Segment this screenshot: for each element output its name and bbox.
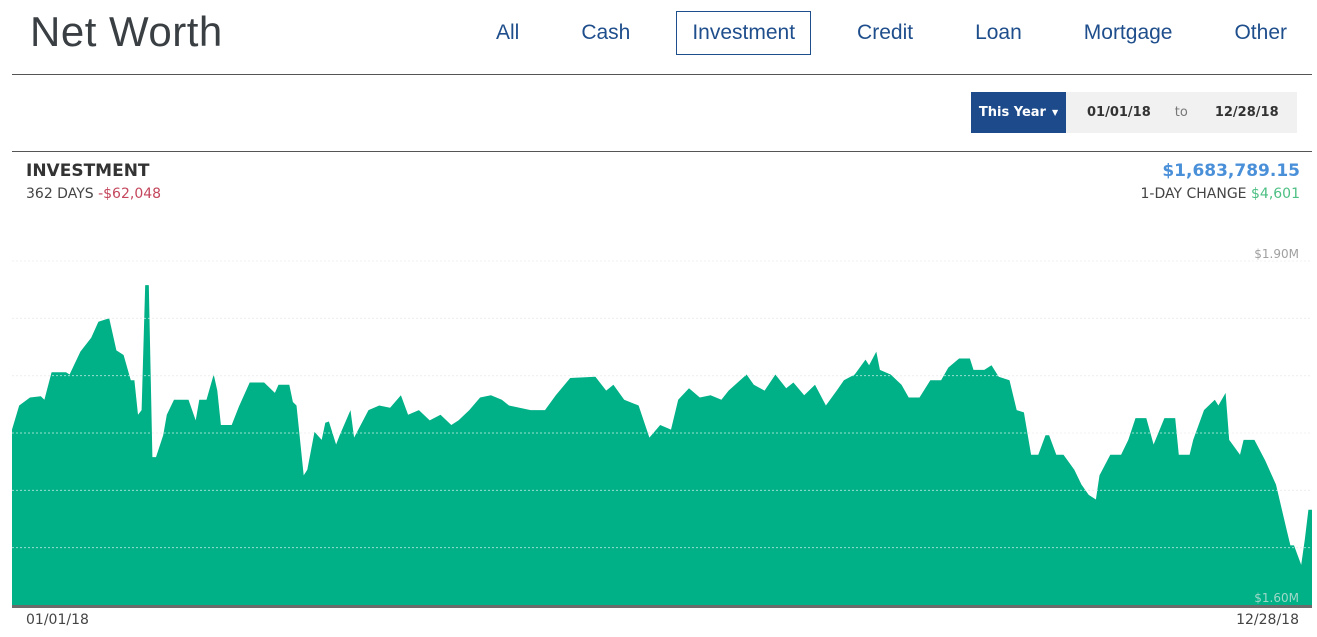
tab-investment[interactable]: Investment [676, 11, 812, 55]
x-tick-label-start: 01/01/18 [26, 612, 89, 628]
date-range-control: This Year ▼ 01/01/18 to 12/28/18 [971, 92, 1297, 133]
x-tick-label-end: 12/28/18 [1236, 612, 1299, 628]
tab-cash[interactable]: Cash [581, 21, 631, 44]
tab-mortgage[interactable]: Mortgage [1083, 21, 1173, 44]
days-label: 362 DAYS [26, 186, 94, 202]
page-title: Net Worth [30, 8, 223, 55]
day-change-summary: 1-DAY CHANGE $4,601 [1141, 186, 1301, 202]
total-value: $1,683,789.15 [1162, 161, 1300, 181]
range-preset-label: This Year [978, 105, 1046, 120]
section-divider [12, 151, 1312, 152]
header-divider [12, 74, 1312, 75]
y-tick-label: $1.90M [1254, 247, 1299, 261]
start-date-field[interactable]: 01/01/18 [1087, 105, 1151, 120]
series-area [12, 285, 1312, 605]
to-label: to [1174, 105, 1188, 120]
account-type-tabs: All Cash Investment Credit Loan Mortgage… [480, 10, 1303, 56]
tab-all[interactable]: All [496, 21, 520, 44]
end-date-field[interactable]: 12/28/18 [1214, 105, 1279, 120]
period-summary: 362 DAYS -$62,048 [26, 186, 161, 202]
day-change-value: $4,601 [1251, 186, 1300, 202]
tab-other[interactable]: Other [1234, 21, 1287, 44]
range-preset-dropdown[interactable]: This Year ▼ [971, 92, 1066, 133]
tab-loan[interactable]: Loan [975, 21, 1022, 44]
period-change: -$62,048 [98, 186, 162, 202]
date-fields: 01/01/18 to 12/28/18 [1066, 92, 1297, 133]
tab-credit[interactable]: Credit [857, 21, 914, 44]
day-change-label: 1-DAY CHANGE [1140, 186, 1247, 202]
caret-down-icon: ▼ [1051, 108, 1059, 117]
y-tick-label: $1.60M [1254, 591, 1299, 605]
account-heading: INVESTMENT [26, 161, 150, 181]
